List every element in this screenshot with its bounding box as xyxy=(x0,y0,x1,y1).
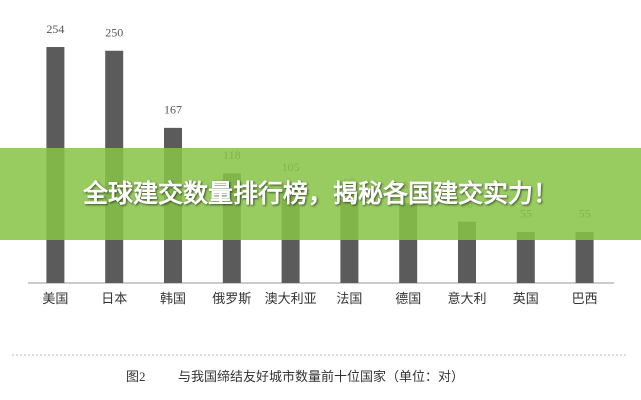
data-label: 250 xyxy=(105,26,123,40)
data-label: 167 xyxy=(164,103,182,117)
x-tick-label: 意大利 xyxy=(447,291,486,306)
banner-title: 全球建交数量排行榜，揭秘各国建交实力！ xyxy=(82,179,558,208)
caption: 与我国缔结友好城市数量前十位国家（单位：对） xyxy=(178,369,464,384)
data-label: 254 xyxy=(46,22,64,36)
bar xyxy=(516,231,535,283)
x-tick-label: 日本 xyxy=(101,291,127,306)
x-tick-label: 澳大利亚 xyxy=(265,291,317,306)
x-tick-label: 法国 xyxy=(336,291,362,306)
x-tick-label: 德国 xyxy=(395,291,421,306)
x-tick-label: 英国 xyxy=(513,291,539,306)
x-tick-label: 美国 xyxy=(42,291,68,306)
x-tick-label: 俄罗斯 xyxy=(212,291,251,306)
banner: 全球建交数量排行榜，揭秘各国建交实力！ xyxy=(0,148,641,240)
figure-label: 图2 xyxy=(126,369,146,384)
x-tick-label: 巴西 xyxy=(572,291,598,306)
x-tick-label: 韩国 xyxy=(160,291,186,306)
bar xyxy=(575,231,594,283)
